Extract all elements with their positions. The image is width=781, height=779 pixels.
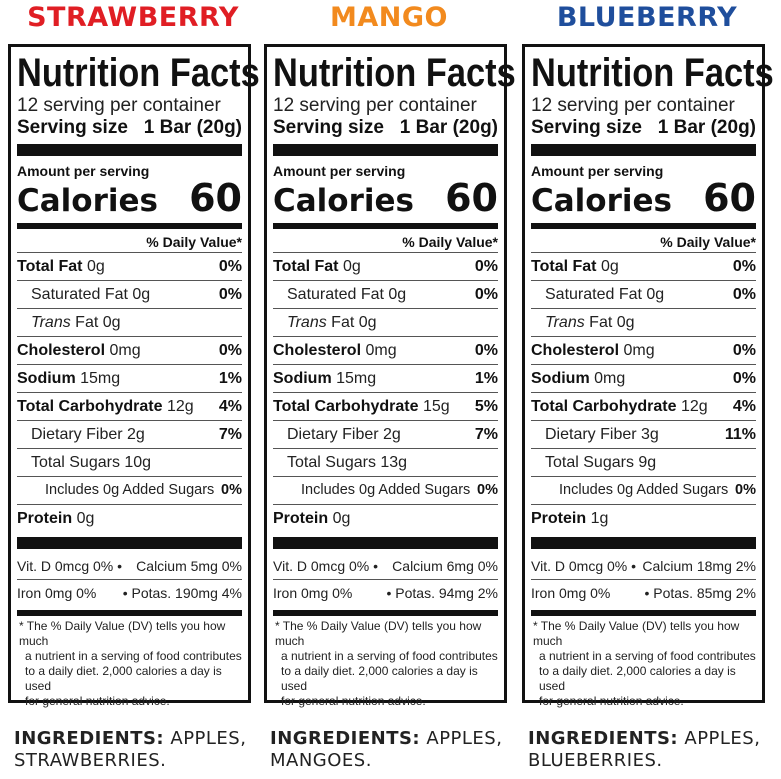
flavor-title: STRAWBERRY — [27, 2, 239, 33]
nutrient-row: Cholesterol 0mg 0% — [17, 336, 242, 364]
nutrient-row: Total Fat 0g 0% — [17, 252, 242, 280]
nutrient-row: Saturated Fat 0g 0% — [531, 280, 756, 308]
nutrient-row: Saturated Fat 0g 0% — [17, 280, 242, 308]
footnote: * The % Daily Value (DV) tells you how m… — [275, 619, 498, 708]
divider — [273, 223, 498, 229]
nutrient-row: Trans Fat 0g — [531, 308, 756, 336]
label-column-strawberry: STRAWBERRY Nutrition Facts 12 serving pe… — [8, 0, 260, 779]
nutrient-row: Cholesterol 0mg 0% — [531, 336, 756, 364]
nutrient-row: Total Carbohydrate 12g 4% — [17, 392, 242, 420]
divider — [273, 537, 498, 549]
nutrient-row: Trans Fat 0g — [17, 308, 242, 336]
divider — [531, 223, 756, 229]
nutrient-row: Sodium 0mg 0% — [531, 364, 756, 392]
divider — [17, 144, 242, 156]
nutrient-row: Includes 0g Added Sugars 0% — [273, 476, 498, 504]
serving-size: Serving size 1 Bar (20g) — [531, 117, 756, 138]
servings-per-container: 12 serving per container — [531, 95, 735, 116]
divider — [531, 610, 756, 616]
ingredients: INGREDIENTS: APPLES, MANGOES. — [270, 728, 503, 771]
calories-row: Calories 60 — [17, 176, 242, 220]
nutrient-row: Sodium 15mg 1% — [273, 364, 498, 392]
daily-value-header: % Daily Value* — [146, 234, 242, 250]
nutrient-row: Total Fat 0g 0% — [273, 252, 498, 280]
divider — [17, 223, 242, 229]
amount-per-serving: Amount per serving — [531, 163, 664, 179]
calories-row: Calories 60 — [273, 176, 498, 220]
nutrient-row: Dietary Fiber 3g 11% — [531, 420, 756, 448]
nutrient-row: Includes 0g Added Sugars 0% — [531, 476, 756, 504]
servings-per-container: 12 serving per container — [17, 95, 221, 116]
divider — [273, 610, 498, 616]
amount-per-serving: Amount per serving — [17, 163, 150, 179]
daily-value-header: % Daily Value* — [660, 234, 756, 250]
nutrient-row: Sodium 15mg 1% — [17, 364, 242, 392]
nutrient-row: Protein 1g — [531, 504, 756, 532]
serving-size: Serving size 1 Bar (20g) — [273, 117, 498, 138]
label-column-mango: MANGO Nutrition Facts 12 serving per con… — [264, 0, 516, 779]
calories-row: Calories 60 — [531, 176, 756, 220]
nutrient-row: Total Sugars 10g — [17, 448, 242, 476]
divider — [273, 144, 498, 156]
nutrient-row: Trans Fat 0g — [273, 308, 498, 336]
vitamin-row: Iron 0mg 0% • Potas. 94mg 2% — [273, 579, 498, 606]
nutrient-row: Total Carbohydrate 12g 4% — [531, 392, 756, 420]
nutrition-facts-panel: Nutrition Facts 12 serving per container… — [8, 44, 260, 708]
vitamin-row: Vit. D 0mcg 0% • Calcium 18mg 2% — [531, 558, 756, 574]
nutrition-facts-heading: Nutrition Facts — [17, 51, 260, 95]
vitamin-row: Iron 0mg 0% • Potas. 85mg 2% — [531, 579, 756, 606]
nutrient-row: Dietary Fiber 2g 7% — [17, 420, 242, 448]
nutrient-row: Total Carbohydrate 15g 5% — [273, 392, 498, 420]
footnote: * The % Daily Value (DV) tells you how m… — [533, 619, 756, 708]
divider — [531, 144, 756, 156]
nutrient-row: Includes 0g Added Sugars 0% — [17, 476, 242, 504]
nutrition-facts-panel: Nutrition Facts 12 serving per container… — [264, 44, 516, 708]
nutrient-row: Saturated Fat 0g 0% — [273, 280, 498, 308]
nutrient-row: Cholesterol 0mg 0% — [273, 336, 498, 364]
nutrient-row: Protein 0g — [17, 504, 242, 532]
flavor-title: MANGO — [330, 2, 448, 33]
nutrient-row: Dietary Fiber 2g 7% — [273, 420, 498, 448]
vitamin-row: Vit. D 0mcg 0% • Calcium 6mg 0% — [273, 558, 498, 574]
nutrition-facts-panel: Nutrition Facts 12 serving per container… — [522, 44, 774, 708]
divider — [531, 537, 756, 549]
divider — [17, 537, 242, 549]
nutrient-row: Total Sugars 9g — [531, 448, 756, 476]
nutrient-row: Protein 0g — [273, 504, 498, 532]
vitamin-row: Vit. D 0mcg 0% • Calcium 5mg 0% — [17, 558, 242, 574]
label-column-blueberry: BLUEBERRY Nutrition Facts 12 serving per… — [522, 0, 774, 779]
servings-per-container: 12 serving per container — [273, 95, 477, 116]
ingredients: INGREDIENTS: APPLES, STRAWBERRIES. — [14, 728, 247, 771]
nutrient-row: Total Fat 0g 0% — [531, 252, 756, 280]
amount-per-serving: Amount per serving — [273, 163, 406, 179]
ingredients: INGREDIENTS: APPLES, BLUEBERRIES. — [528, 728, 761, 771]
nutrient-row: Total Sugars 13g — [273, 448, 498, 476]
nutrition-facts-heading: Nutrition Facts — [273, 51, 516, 95]
flavor-title: BLUEBERRY — [556, 2, 738, 33]
footnote: * The % Daily Value (DV) tells you how m… — [19, 619, 242, 708]
serving-size: Serving size 1 Bar (20g) — [17, 117, 242, 138]
divider — [17, 610, 242, 616]
nutrition-facts-heading: Nutrition Facts — [531, 51, 774, 95]
daily-value-header: % Daily Value* — [402, 234, 498, 250]
vitamin-row: Iron 0mg 0% • Potas. 190mg 4% — [17, 579, 242, 606]
